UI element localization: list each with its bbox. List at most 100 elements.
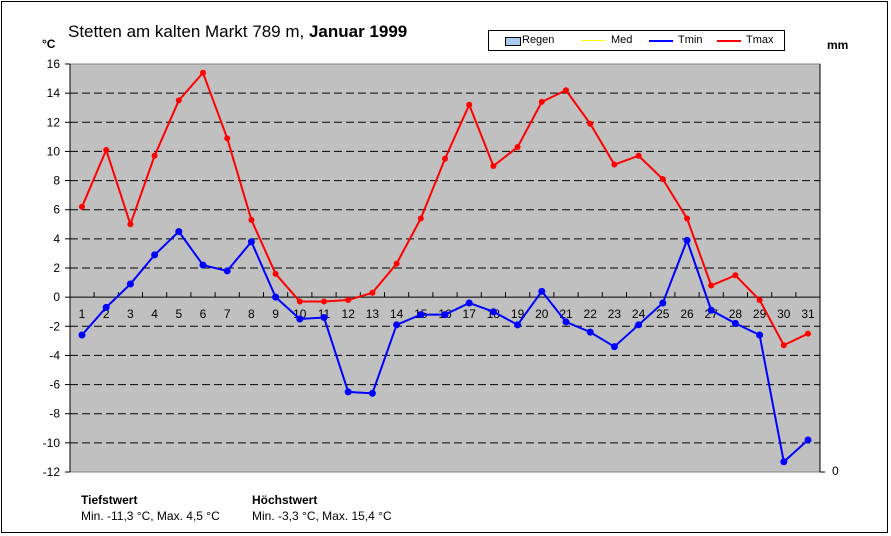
x-tick-label: 10 [293,307,307,321]
data-point-tmin [514,321,522,329]
y-tick-label: -12 [43,465,61,479]
data-point-tmax [345,297,352,304]
x-tick-label: 30 [777,307,791,321]
data-point-tmax [514,144,521,151]
x-tick-label: 4 [151,307,158,321]
data-point-tmax [442,155,448,162]
data-point-tmin [804,436,812,444]
x-tick-label: 28 [729,307,743,321]
x-tick-label: 22 [584,307,598,321]
data-point-tmax [127,221,134,228]
data-point-tmax [780,342,787,349]
data-point-tmin [683,236,691,244]
data-point-tmin [780,458,788,466]
data-point-tmin [247,238,255,246]
y-tick-label: 14 [47,86,61,100]
y-tick-label: 16 [47,57,61,71]
data-point-tmin [223,267,231,275]
data-point-tmax [732,272,739,279]
data-point-tmin [368,389,376,397]
data-point-tmin [102,303,110,311]
legend-swatch-regen [505,37,521,46]
y-tick-label: -8 [49,407,60,421]
data-point-tmax [175,97,182,104]
y-tick-label: 8 [53,174,60,188]
data-point-tmax [490,163,497,169]
data-point-tmax [321,298,327,305]
max-text: Min. -3,3 °C, Max. 15,4 °C [252,509,392,523]
data-point-tmax [756,297,763,304]
y-tick-label: 2 [53,261,60,275]
min-text: Min. -11,3 °C, Max. 4,5 °C [81,509,220,523]
x-tick-label: 31 [801,307,815,321]
chart-title: Stetten am kalten Markt 789 m, Januar 19… [68,22,408,41]
data-point-tmax [103,146,110,153]
min-title: Tiefstwert [81,493,138,507]
data-point-tmax [272,270,279,277]
data-point-tmax [369,289,376,296]
data-point-tmin [175,228,183,236]
y-tick-label: -10 [43,436,61,450]
data-point-tmin [756,331,764,339]
x-tick-label: 3 [127,307,134,321]
data-point-tmin [441,311,449,319]
data-point-tmax [563,87,569,94]
legend: Regen Med Tmin Tmax [488,30,785,51]
y-tick-label: 6 [53,203,60,217]
data-point-tmin [635,321,643,329]
y-tick-label: 12 [47,115,61,129]
data-point-tmin [272,293,280,301]
data-point-tmax [200,69,206,76]
data-point-tmin [344,388,352,396]
x-tick-label: 13 [366,307,380,321]
data-point-tmin [489,308,497,316]
data-point-tmin [393,321,401,329]
y-tick-label: 4 [53,232,60,246]
y-tick-label: -4 [49,348,60,362]
data-point-tmin [731,319,739,327]
x-tick-label: 6 [200,307,207,321]
x-tick-label: 1 [79,307,86,321]
data-point-tmin [296,315,304,323]
x-tick-label: 12 [342,307,356,321]
x-tick-label: 7 [224,307,231,321]
legend-swatch-tmax [717,40,741,42]
legend-label: Med [611,34,633,46]
data-point-tmax [79,203,85,210]
data-point-tmin [610,343,618,351]
data-point-tmax [393,260,400,267]
data-point-tmax [635,152,642,159]
x-tick-label: 5 [175,307,182,321]
legend-swatch-tmin [649,40,673,42]
x-tick-label: 14 [390,307,404,321]
data-point-tmin [659,299,667,307]
data-point-tmax [805,330,811,337]
data-point-tmax [417,215,424,222]
data-point-tmax [611,161,618,168]
data-point-tmax [224,135,231,142]
x-tick-label: 25 [656,307,670,321]
x-tick-label: 8 [248,307,255,321]
y-tick-label: -6 [49,378,60,392]
y2-tick-label: 0 [832,464,839,478]
data-point-tmax [659,176,666,183]
data-point-tmin [199,261,207,269]
data-point-tmax [684,215,690,222]
x-tick-label: 19 [511,307,525,321]
data-point-tmin [126,280,134,288]
data-point-tmin [78,331,86,339]
y-tick-label: 0 [53,290,60,304]
x-tick-label: 17 [463,307,477,321]
x-tick-label: 2 [103,307,110,321]
data-point-tmax [296,298,303,305]
x-tick-label: 9 [272,307,279,321]
y-axis-label: °C [42,37,56,51]
x-tick-label: 23 [608,307,622,321]
x-tick-label: 24 [632,307,646,321]
x-tick-label: 26 [680,307,694,321]
data-point-tmin [562,318,570,326]
data-point-tmax [466,101,473,108]
